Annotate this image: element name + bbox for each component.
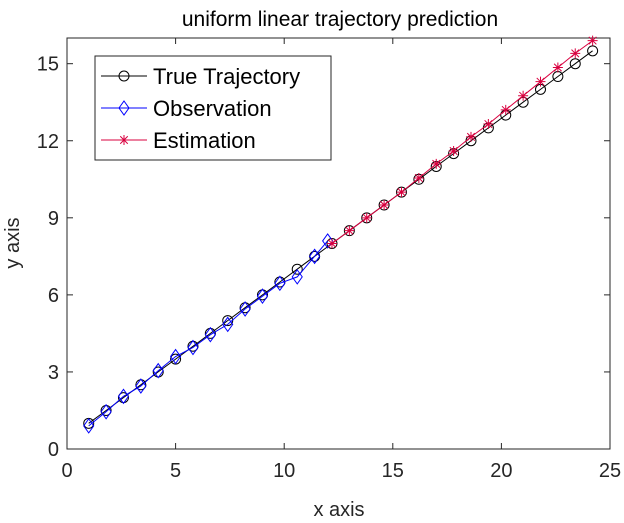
data-point-observation — [169, 348, 182, 365]
data-point-estimation — [344, 225, 355, 236]
x-tick-label: 10 — [273, 460, 295, 482]
y-axis-label: y axis — [2, 217, 24, 268]
y-tick-label: 15 — [37, 54, 59, 76]
x-tick-label: 25 — [599, 460, 621, 482]
y-tick-label: 3 — [48, 362, 59, 384]
data-point-estimation — [448, 146, 459, 157]
x-tick-label: 20 — [490, 460, 512, 482]
y-tick-label: 0 — [48, 439, 59, 461]
chart-title: uniform linear trajectory prediction — [182, 8, 498, 31]
data-point-estimation — [326, 238, 337, 249]
y-tick-label: 9 — [48, 208, 59, 230]
data-point-observation — [117, 388, 130, 405]
data-point-observation — [239, 301, 251, 317]
data-point-observation — [135, 378, 147, 394]
data-point-observation — [100, 403, 112, 420]
y-tick-label: 12 — [37, 131, 59, 153]
axes-box — [66, 37, 611, 450]
legend-label-observation: Observation — [153, 96, 272, 121]
x-tick-label: 0 — [61, 460, 72, 482]
data-point-observation — [256, 288, 269, 305]
data-point-estimation — [570, 48, 581, 59]
data-point-estimation — [483, 119, 494, 130]
data-point-estimation — [396, 187, 407, 198]
data-point-observation — [274, 275, 286, 292]
legend: True Trajectory Observation Estimation — [94, 55, 332, 161]
legend-marker-observation — [118, 100, 130, 116]
x-tick-label: 5 — [170, 460, 181, 482]
data-point-estimation — [379, 199, 390, 210]
data-point-estimation — [552, 62, 563, 73]
data-point-observation — [308, 248, 321, 265]
y-tick-label: 6 — [48, 285, 59, 307]
data-point-estimation — [500, 104, 511, 115]
x-tick-label: 15 — [382, 460, 404, 482]
data-point-observation — [152, 362, 164, 379]
data-point-observation — [204, 326, 216, 343]
x-axis-label: x axis — [313, 499, 364, 521]
data-point-estimation — [518, 90, 529, 101]
data-point-estimation — [431, 158, 442, 169]
data-point-observation — [322, 233, 334, 249]
data-point-estimation — [535, 76, 546, 87]
series-line-estimation — [331, 40, 593, 244]
data-point-observation — [83, 418, 95, 434]
data-point-observation — [291, 269, 303, 285]
data-point-true-trajectory — [587, 45, 599, 57]
data-point-estimation — [361, 212, 372, 223]
legend-marker-estimation — [119, 135, 129, 145]
data-point-true-trajectory — [291, 263, 303, 275]
data-point-observation — [222, 316, 234, 333]
data-point-estimation — [587, 35, 598, 46]
series-line-observation — [88, 240, 328, 427]
data-point-estimation — [465, 131, 476, 142]
data-point-true-trajectory — [569, 58, 581, 70]
legend-label-estimation: Estimation — [153, 128, 256, 153]
legend-marker-true-trajectory — [118, 70, 130, 82]
legend-label-true-trajectory: True Trajectory — [153, 64, 300, 89]
data-point-estimation — [413, 172, 424, 183]
data-point-observation — [187, 339, 199, 356]
plot-area: 0 5 10 15 20 25 0 3 6 9 12 15 — [37, 35, 621, 482]
